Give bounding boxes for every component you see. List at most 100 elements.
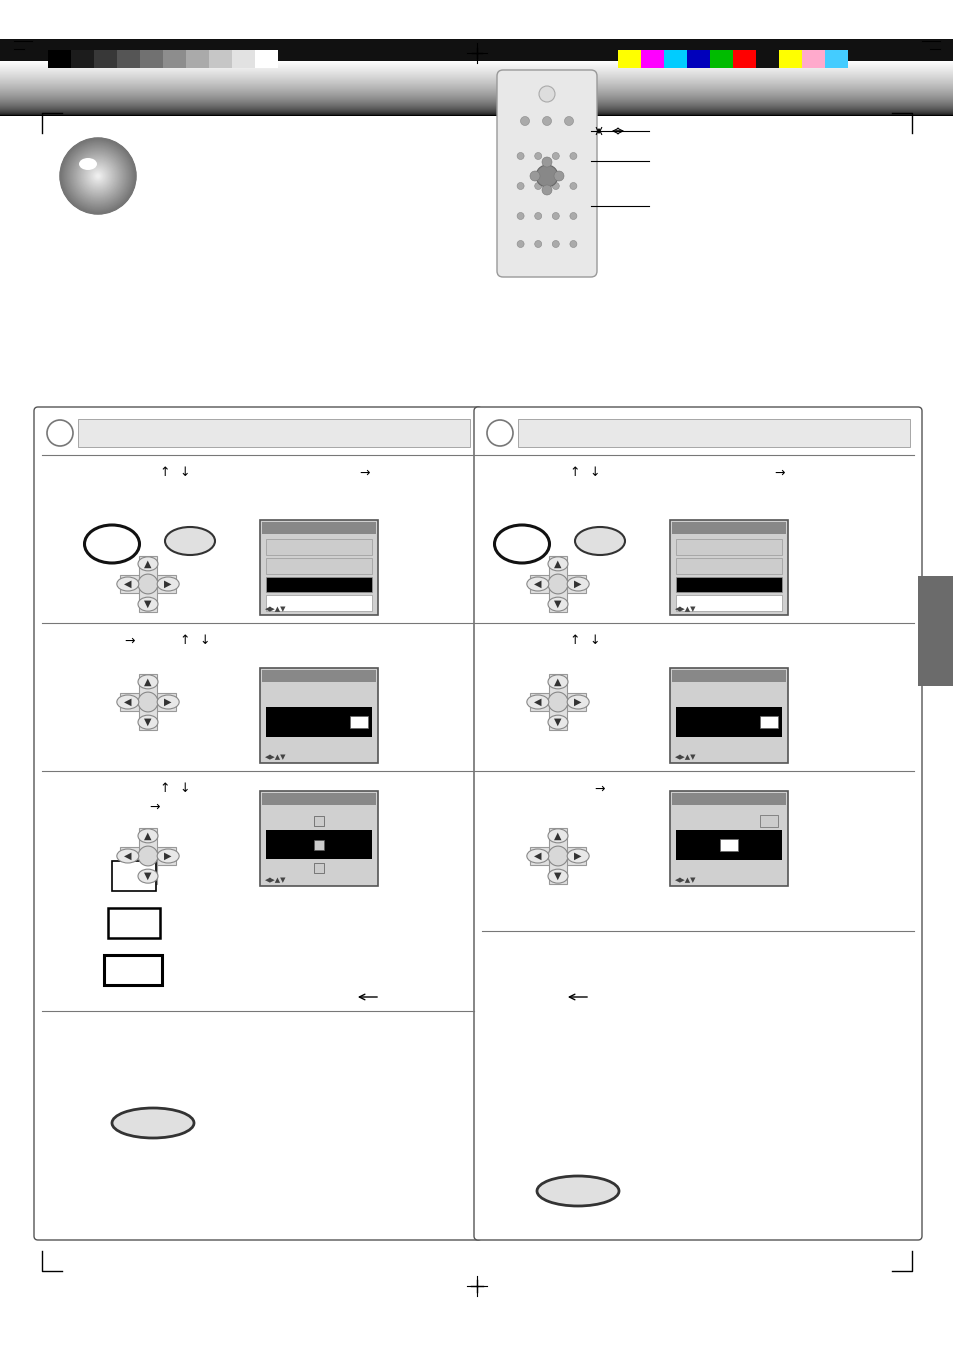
Bar	[120, 576, 175, 593]
Ellipse shape	[547, 676, 567, 689]
Ellipse shape	[569, 212, 577, 219]
Ellipse shape	[157, 694, 179, 709]
Bar	[120, 693, 175, 711]
Ellipse shape	[534, 153, 541, 159]
Circle shape	[78, 155, 118, 196]
Circle shape	[63, 141, 132, 211]
Bar	[676, 596, 781, 611]
Ellipse shape	[138, 597, 158, 611]
Text: ▲: ▲	[144, 831, 152, 840]
Text: ▼: ▼	[144, 871, 152, 881]
Bar	[530, 693, 585, 711]
Text: ↓: ↓	[199, 635, 210, 647]
Text: ▶: ▶	[164, 697, 172, 707]
Text: ▼: ▼	[144, 598, 152, 609]
Bar	[94, 50, 117, 68]
Bar	[824, 50, 847, 68]
Bar	[209, 50, 232, 68]
Circle shape	[96, 174, 100, 178]
Text: ◀: ◀	[124, 851, 132, 861]
Ellipse shape	[520, 116, 529, 126]
Bar	[671, 670, 785, 682]
Circle shape	[64, 142, 132, 209]
Ellipse shape	[138, 715, 158, 730]
Ellipse shape	[567, 577, 589, 590]
Circle shape	[91, 169, 105, 182]
Bar	[676, 707, 781, 736]
Ellipse shape	[517, 182, 523, 189]
Bar	[260, 667, 377, 763]
Text: ◀▶▲▼: ◀▶▲▼	[265, 607, 286, 612]
FancyBboxPatch shape	[497, 70, 597, 277]
Text: ▼: ▼	[554, 598, 561, 609]
Text: ↑: ↑	[159, 466, 170, 480]
Text: ↓: ↓	[179, 782, 190, 796]
Bar	[709, 50, 732, 68]
Bar	[760, 716, 778, 727]
Ellipse shape	[526, 694, 548, 709]
Circle shape	[80, 158, 116, 195]
Text: →: →	[774, 466, 784, 480]
Text: ◀▶▲▼: ◀▶▲▼	[675, 754, 696, 761]
Text: ▶: ▶	[574, 697, 581, 707]
Circle shape	[83, 161, 112, 190]
Ellipse shape	[116, 848, 139, 863]
Ellipse shape	[517, 212, 523, 219]
Ellipse shape	[567, 848, 589, 863]
Circle shape	[66, 145, 130, 208]
Ellipse shape	[138, 574, 158, 594]
Text: ◀: ◀	[124, 580, 132, 589]
Bar	[260, 520, 377, 615]
FancyBboxPatch shape	[34, 407, 481, 1240]
Bar	[163, 50, 186, 68]
Ellipse shape	[534, 212, 541, 219]
Ellipse shape	[165, 527, 214, 555]
Ellipse shape	[547, 557, 567, 571]
Ellipse shape	[157, 577, 179, 590]
Bar	[618, 50, 640, 68]
Bar	[548, 674, 566, 730]
Text: →: →	[594, 782, 604, 796]
Circle shape	[87, 165, 109, 186]
Bar	[140, 50, 163, 68]
Bar	[266, 558, 372, 574]
Bar	[104, 955, 162, 985]
Bar	[71, 50, 94, 68]
Text: ↓: ↓	[589, 466, 599, 480]
Bar	[671, 521, 785, 534]
Text: ◀: ◀	[124, 697, 132, 707]
Circle shape	[74, 153, 122, 200]
Text: ▲: ▲	[144, 677, 152, 686]
Text: →: →	[125, 635, 135, 647]
Circle shape	[76, 154, 120, 199]
Circle shape	[75, 153, 121, 199]
Ellipse shape	[534, 182, 541, 189]
Bar	[732, 50, 755, 68]
Ellipse shape	[537, 1175, 618, 1206]
Ellipse shape	[569, 182, 577, 189]
Bar	[755, 50, 779, 68]
Text: ↑: ↑	[569, 635, 579, 647]
Bar	[266, 596, 372, 611]
Bar	[779, 50, 801, 68]
Bar	[262, 670, 375, 682]
Bar	[530, 847, 585, 865]
Bar	[676, 830, 781, 859]
Bar	[669, 520, 787, 615]
Text: ◀: ◀	[534, 580, 541, 589]
Circle shape	[97, 176, 99, 177]
Ellipse shape	[138, 692, 158, 712]
Circle shape	[91, 170, 104, 182]
Text: ▼: ▼	[144, 717, 152, 727]
Ellipse shape	[534, 240, 541, 247]
Bar	[266, 707, 372, 736]
Circle shape	[71, 149, 125, 203]
Ellipse shape	[541, 157, 552, 168]
Ellipse shape	[575, 527, 624, 555]
Bar	[548, 557, 566, 612]
Ellipse shape	[552, 240, 558, 247]
Circle shape	[84, 162, 112, 190]
Text: ◀▶▲▼: ◀▶▲▼	[675, 877, 696, 884]
Bar	[676, 558, 781, 574]
Circle shape	[89, 168, 107, 185]
